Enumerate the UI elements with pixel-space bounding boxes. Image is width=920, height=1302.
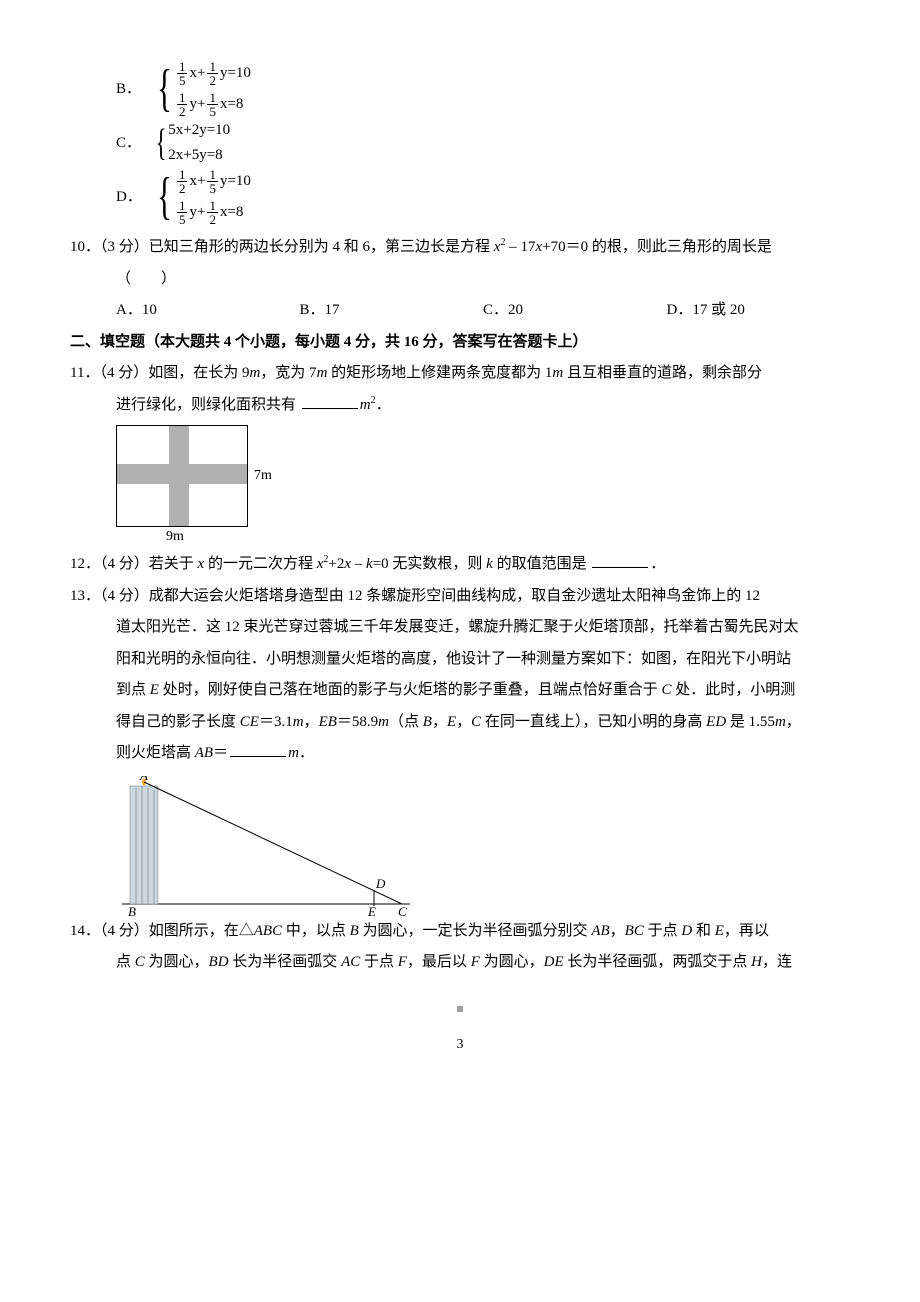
q10-paren: （ ）: [70, 264, 850, 296]
option-d: D． { 12x+15y=10 15y+12x=8: [70, 168, 850, 226]
q11-label-9m: 9m: [166, 529, 850, 545]
q12-stem: 12．（4 分）若关于 x 的一元二次方程 x2+2x – k=0 无实数根，则…: [70, 549, 850, 581]
option-b-eq1: 15x+12y=10: [175, 60, 251, 87]
svg-text:B: B: [128, 904, 136, 916]
q13-figure: A B D E C: [116, 776, 850, 916]
option-c-eq1: 5x+2y=10: [168, 120, 230, 141]
option-b-label: B．: [116, 79, 152, 100]
q10-choice-c: C．20: [483, 295, 667, 327]
q10-choice-d: D．17 或 20: [667, 295, 851, 327]
blank-q13: [230, 741, 286, 757]
brace-icon: {: [157, 68, 172, 110]
option-c-label: C．: [116, 133, 152, 154]
brace-icon: {: [157, 176, 172, 218]
q13-line6: 则火炬塔高 AB＝m．: [70, 738, 850, 770]
q13-line3: 阳和光明的永恒向往．小明想测量火炬塔的高度，他设计了一种测量方案如下：如图，在阳…: [70, 644, 850, 676]
option-c-eq2: 2x+5y=8: [168, 145, 230, 166]
q11-figure: 7m 9m: [116, 425, 850, 545]
q10-choice-a: A．10: [116, 295, 300, 327]
q13-line5: 得自己的影子长度 CE＝3.1m，EB＝58.9m（点 B，E，C 在同一直线上…: [70, 707, 850, 739]
option-c: C． { 5x+2y=10 2x+5y=8: [70, 120, 850, 166]
center-marker: [70, 979, 850, 1023]
q13-line2: 道太阳光芒．这 12 束光芒穿过蓉城三千年发展变迁，螺旋升腾汇聚于火炬塔顶部，托…: [70, 612, 850, 644]
option-d-eq1: 12x+15y=10: [175, 168, 251, 195]
q10-stem: 10．（3 分）已知三角形的两边长分别为 4 和 6，第三边长是方程 x2 – …: [70, 232, 850, 264]
option-d-label: D．: [116, 187, 152, 208]
q14-line2: 点 C 为圆心，BD 长为半径画弧交 AC 于点 F，最后以 F 为圆心，DE …: [70, 947, 850, 979]
svg-text:C: C: [398, 904, 407, 916]
q11-label-7m: 7m: [254, 468, 272, 484]
svg-text:A: A: [139, 776, 148, 783]
brace-icon: {: [156, 128, 167, 158]
q13-line4: 到点 E 处时，刚好使自己落在地面的影子与火炬塔的影子重叠，且端点恰好重合于 C…: [70, 675, 850, 707]
svg-text:D: D: [375, 876, 386, 891]
q14-line1: 14．（4 分）如图所示，在△ABC 中，以点 B 为圆心，一定长为半径画弧分别…: [70, 916, 850, 948]
blank-q12: [592, 552, 648, 568]
option-d-eq2: 15y+12x=8: [175, 199, 251, 226]
q10-choices: A．10 B．17 C．20 D．17 或 20: [70, 295, 850, 327]
section2-heading: 二、填空题（本大题共 4 个小题，每小题 4 分，共 16 分，答案写在答题卡上…: [70, 327, 850, 359]
option-b: B． { 15x+12y=10 12y+15x=8: [70, 60, 850, 118]
option-b-eq2: 12y+15x=8: [175, 91, 251, 118]
blank-q11: [302, 393, 358, 409]
q13-line1: 13．（4 分）成都大运会火炬塔塔身造型由 12 条螺旋形空间曲线构成，取自金沙…: [70, 581, 850, 613]
q10-choice-b: B．17: [300, 295, 484, 327]
page-number: 3: [70, 1023, 850, 1053]
q11-line1: 11．（4 分）如图，在长为 9m，宽为 7m 的矩形场地上修建两条宽度都为 1…: [70, 358, 850, 390]
svg-text:E: E: [367, 904, 376, 916]
q11-line2: 进行绿化，则绿化面积共有 m2．: [70, 390, 850, 422]
